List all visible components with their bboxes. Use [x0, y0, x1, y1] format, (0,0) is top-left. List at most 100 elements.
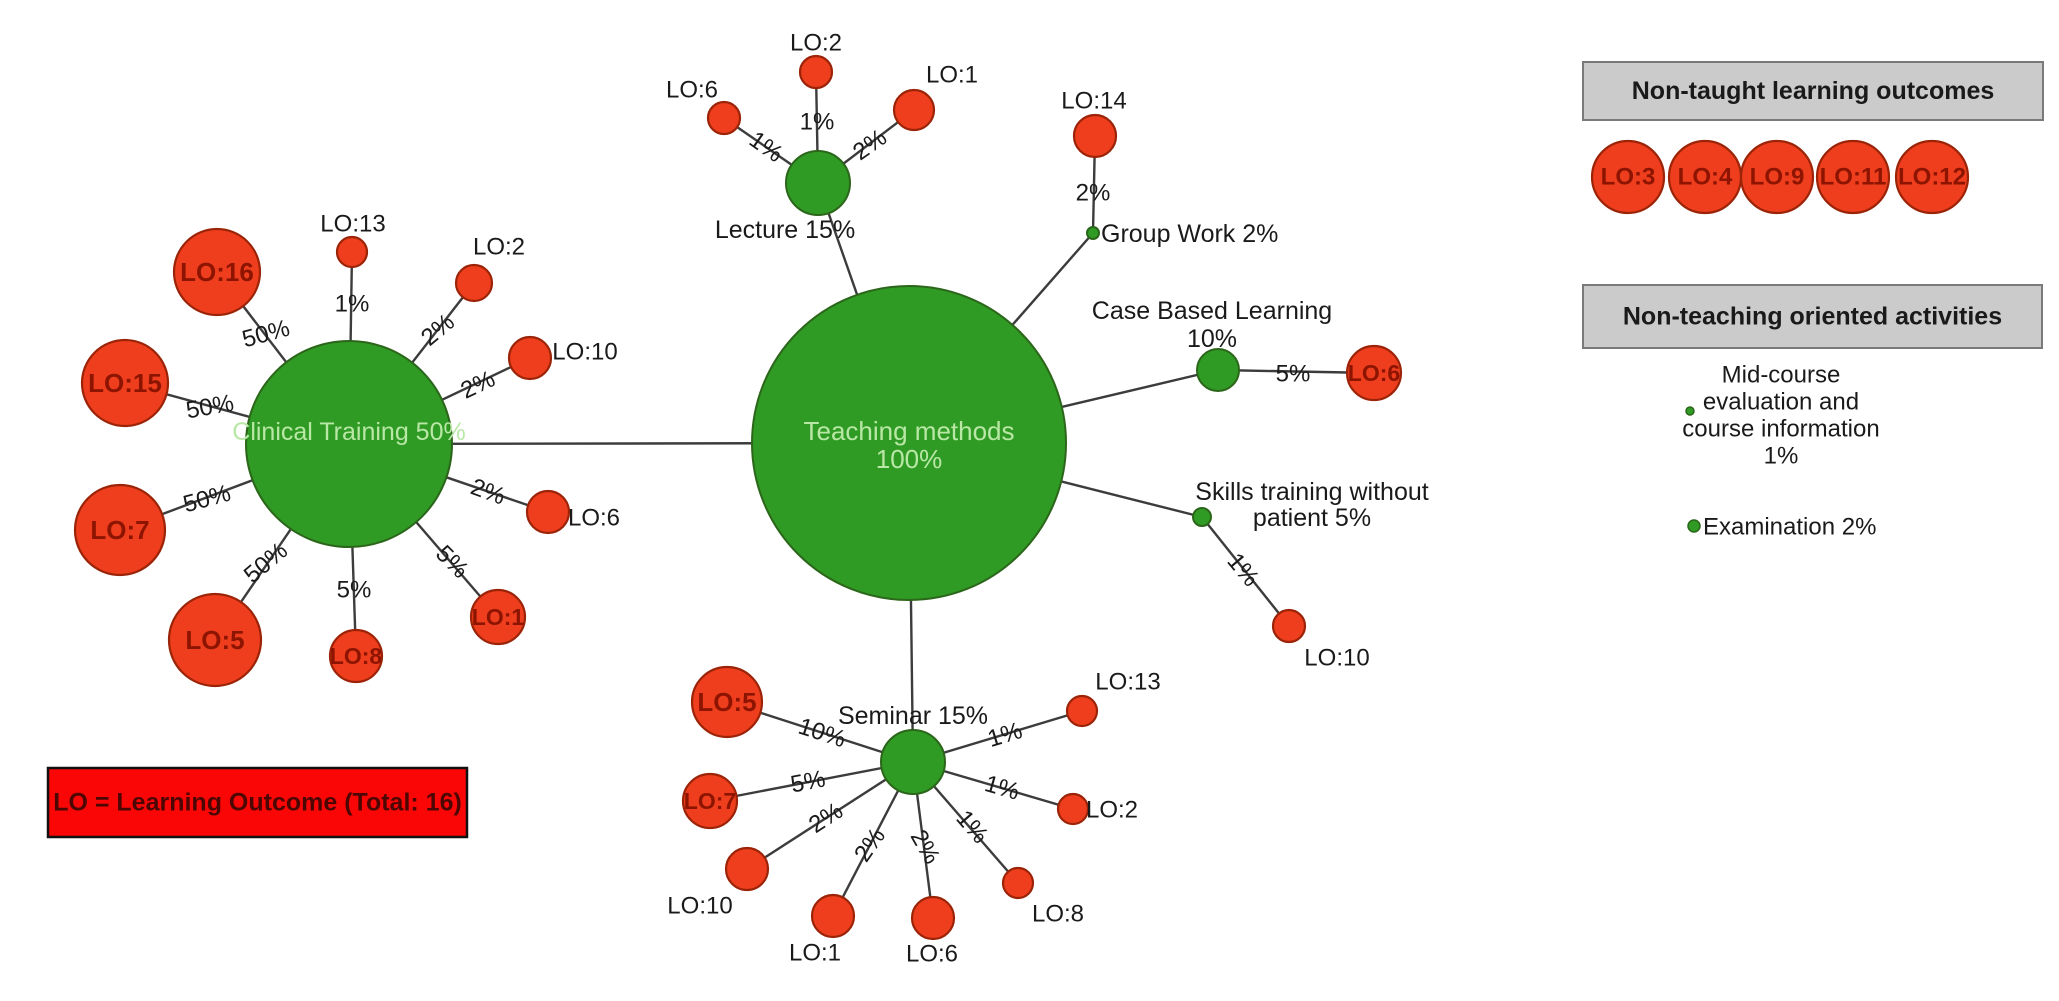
node-teaching — [751, 285, 1067, 601]
lo-label-lo7s: LO:7 — [684, 788, 736, 814]
examination-dot — [1687, 519, 1701, 533]
lo-label-lo10: LO:10 — [552, 339, 617, 366]
node-label-seminar: Seminar 15% — [838, 702, 988, 730]
lo-label-lo10s: LO:10 — [1304, 645, 1369, 672]
lo-label-lo9p: LO:9 — [1750, 164, 1805, 191]
node-lo8s — [1001, 866, 1035, 900]
node-label-teaching: Teaching methods — [803, 416, 1014, 446]
pct-label-clinical-lo13: 1% — [335, 291, 370, 318]
edge-skills-lo10s — [1201, 516, 1290, 627]
node-lo1l — [892, 88, 936, 132]
midcourse-label: course information — [1682, 416, 1879, 443]
pct-label-seminar-lo1s: 2% — [849, 823, 891, 867]
node-lo6cb — [1345, 344, 1403, 402]
lo-label-lo2s: LO:2 — [1086, 797, 1138, 824]
node-label-teaching: 100% — [876, 444, 943, 474]
legend-note-text: LO = Learning Outcome (Total: 16) — [53, 789, 462, 817]
lo-label-lo6c: LO:6 — [568, 505, 620, 532]
lo-label-lo5s: LO:5 — [697, 687, 756, 717]
node-lo13 — [335, 235, 369, 269]
node-lo9p — [1739, 139, 1815, 215]
node-seminar — [880, 729, 946, 795]
pct-label-clinical-lo2: 2% — [416, 309, 460, 352]
pct-label-seminar-lo6s: 2% — [905, 825, 946, 869]
pct-label-seminar-lo2s: 1% — [982, 770, 1023, 806]
node-clinical — [245, 340, 453, 548]
node-lo10 — [507, 335, 553, 381]
node-cbl — [1196, 348, 1240, 392]
nodes-layer — [73, 54, 1403, 941]
pct-label-clinical-lo15: 50% — [184, 390, 236, 425]
right-panel-layer: Non-taught learning outcomes LO:3 LO:4 LO:9… — [1582, 61, 2044, 541]
node-lo5s — [690, 665, 764, 739]
lo-label-lo12p: LO:12 — [1898, 164, 1966, 191]
lo-label-lo8s: LO:8 — [1032, 901, 1084, 928]
lo-label-lo6s: LO:6 — [906, 941, 958, 968]
node-skills — [1192, 507, 1212, 527]
node-lo1c — [469, 588, 527, 646]
pct-label-clinical-lo16: 50% — [239, 315, 292, 354]
non-teaching-header-title: Non-teaching oriented activities — [1623, 303, 2002, 331]
lo-label-lo1l: LO:1 — [926, 62, 978, 89]
node-label-cbl: Case Based Learning — [1092, 297, 1332, 325]
node-label-lecture: Lecture 15% — [715, 216, 855, 244]
lo-label-lo6cb: LO:6 — [1348, 360, 1400, 386]
lo-label-lo1c: LO:1 — [472, 604, 525, 630]
midcourse-dot — [1685, 406, 1695, 416]
node-lo6c — [525, 489, 571, 535]
node-label-cbl: 10% — [1187, 325, 1237, 353]
pct-label-clinical-lo7: 50% — [180, 480, 233, 519]
lo-label-lo1s: LO:1 — [789, 940, 841, 967]
pct-label-clinical-lo8: 5% — [337, 577, 372, 604]
node-lo14 — [1072, 113, 1118, 159]
node-lo1s — [810, 893, 856, 939]
lo-label-lo6l: LO:6 — [666, 77, 718, 104]
lo-label-lo7: LO:7 — [90, 515, 149, 545]
node-lo16 — [172, 227, 262, 317]
pct-label-clinical-lo10: 2% — [457, 365, 500, 404]
node-lo11p — [1815, 139, 1891, 215]
pct-label-groupwork-lo14: 2% — [1076, 180, 1111, 207]
lo-label-lo2l: LO:2 — [790, 30, 842, 57]
midcourse-label: evaluation and — [1703, 389, 1859, 416]
node-lo2 — [454, 263, 494, 303]
examination-label: Examination 2% — [1703, 514, 1876, 541]
node-lecture — [785, 150, 851, 216]
node-groupwork — [1086, 226, 1100, 240]
node-lo15 — [80, 338, 170, 428]
non-taught-header-box — [1582, 61, 2044, 121]
non-taught-header-title: Non-taught learning outcomes — [1632, 77, 1995, 105]
midcourse-label: 1% — [1764, 443, 1799, 470]
node-lo6s — [910, 895, 956, 941]
midcourse-label: Mid-course — [1722, 362, 1841, 389]
node-label-skills: Skills training without — [1195, 478, 1428, 506]
pct-label-seminar-lo7s: 5% — [788, 765, 827, 798]
lo-label-lo3p: LO:3 — [1601, 164, 1656, 191]
node-lo10m — [724, 846, 770, 892]
pct-label-clinical-lo6c: 2% — [467, 473, 509, 510]
lo-label-lo10m: LO:10 — [667, 893, 732, 920]
pct-label-cbl-lo6cb: 5% — [1276, 361, 1311, 388]
node-label-groupwork: Group Work 2% — [1101, 220, 1278, 248]
node-label-clinical: Clinical Training 50% — [232, 418, 465, 446]
lo-label-lo14: LO:14 — [1061, 88, 1126, 115]
pct-label-lecture-lo2l: 1% — [800, 109, 835, 136]
node-lo5 — [167, 592, 263, 688]
lo-label-lo16: LO:16 — [180, 257, 254, 287]
lo-label-lo13s: LO:13 — [1095, 669, 1160, 696]
node-lo10s — [1271, 608, 1307, 644]
node-lo2s — [1056, 792, 1090, 826]
lo-label-lo8: LO:8 — [330, 643, 383, 669]
lo-label-lo4p: LO:4 — [1678, 164, 1733, 191]
lo-label-lo15: LO:15 — [88, 368, 162, 398]
node-lo3p — [1590, 139, 1666, 215]
node-lo2l — [798, 54, 834, 90]
lo-label-lo13: LO:13 — [320, 211, 385, 238]
edge-seminar-lo7s — [709, 760, 914, 803]
pct-label-seminar-lo10m: 2% — [804, 797, 848, 839]
legend-note-box — [46, 766, 469, 839]
pct-label-lecture-lo6l: 1% — [744, 126, 788, 168]
node-lo7s — [681, 772, 739, 830]
